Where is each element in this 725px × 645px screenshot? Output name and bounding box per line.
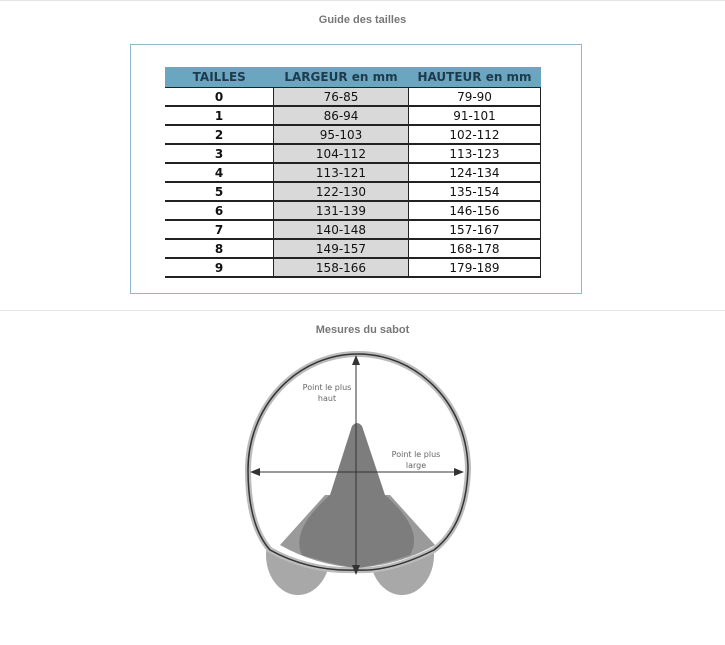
arrow-head-top: [352, 355, 360, 365]
size-cell: 1: [165, 106, 274, 126]
height-cell: 79-90: [408, 87, 541, 107]
width-cell: 149-157: [273, 239, 409, 259]
width-cell: 76-85: [273, 87, 409, 107]
frog: [299, 423, 415, 568]
height-cell: 168-178: [408, 239, 541, 259]
height-cell: 113-123: [408, 144, 541, 164]
width-cell: 86-94: [273, 106, 409, 126]
table-row: 3 104-112 113-123: [165, 144, 541, 164]
width-cell: 95-103: [273, 125, 409, 145]
table-row: 4 113-121 124-134: [165, 163, 541, 183]
size-guide-title: Guide des tailles: [318, 14, 407, 26]
height-cell: 146-156: [408, 201, 541, 221]
height-cell: 135-154: [408, 182, 541, 202]
width-cell: 113-121: [273, 163, 409, 183]
width-cell: 158-166: [273, 258, 409, 278]
size-guide-frame: TAILLES LARGEUR en mm HAUTEUR en mm 0 76-…: [130, 44, 582, 294]
size-cell: 3: [165, 144, 274, 164]
hoof-outline: [247, 353, 469, 571]
size-cell: 7: [165, 220, 274, 240]
hoof-title: Mesures du sabot: [315, 324, 410, 336]
size-cell: 5: [165, 182, 274, 202]
arrow-head-right: [454, 468, 464, 476]
header-hauteur: HAUTEUR en mm: [408, 67, 541, 88]
header-tailles: TAILLES: [165, 67, 274, 88]
table-row: 6 131-139 146-156: [165, 201, 541, 221]
width-cell: 104-112: [273, 144, 409, 164]
height-cell: 91-101: [408, 106, 541, 126]
label-height-1: Point le plus: [303, 383, 352, 392]
top-border: [0, 0, 725, 1]
size-cell: 4: [165, 163, 274, 183]
table-row: 9 158-166 179-189: [165, 258, 541, 278]
height-cell: 124-134: [408, 163, 541, 183]
label-width-2: large: [406, 461, 426, 470]
width-cell: 122-130: [273, 182, 409, 202]
width-cell: 140-148: [273, 220, 409, 240]
label-width-1: Point le plus: [392, 450, 441, 459]
size-cell: 9: [165, 258, 274, 278]
size-cell: 6: [165, 201, 274, 221]
height-cell: 102-112: [408, 125, 541, 145]
table-row: 0 76-85 79-90: [165, 87, 541, 107]
height-cell: 179-189: [408, 258, 541, 278]
table-row: 5 122-130 135-154: [165, 182, 541, 202]
table-header: TAILLES LARGEUR en mm HAUTEUR en mm: [165, 67, 541, 88]
hoof-diagram: Point le plus haut Point le plus large: [244, 351, 472, 595]
arrow-head-bottom: [352, 565, 360, 575]
table-row: 8 149-157 168-178: [165, 239, 541, 259]
height-cell: 157-167: [408, 220, 541, 240]
table-row: 2 95-103 102-112: [165, 125, 541, 145]
table-row: 1 86-94 91-101: [165, 106, 541, 126]
section-divider: [0, 310, 725, 311]
arrow-head-left: [250, 468, 260, 476]
size-table: TAILLES LARGEUR en mm HAUTEUR en mm 0 76-…: [165, 67, 541, 278]
size-cell: 0: [165, 87, 274, 107]
label-height-2: haut: [318, 394, 336, 403]
header-largeur: LARGEUR en mm: [273, 67, 409, 88]
table-row: 7 140-148 157-167: [165, 220, 541, 240]
size-cell: 2: [165, 125, 274, 145]
width-cell: 131-139: [273, 201, 409, 221]
size-cell: 8: [165, 239, 274, 259]
